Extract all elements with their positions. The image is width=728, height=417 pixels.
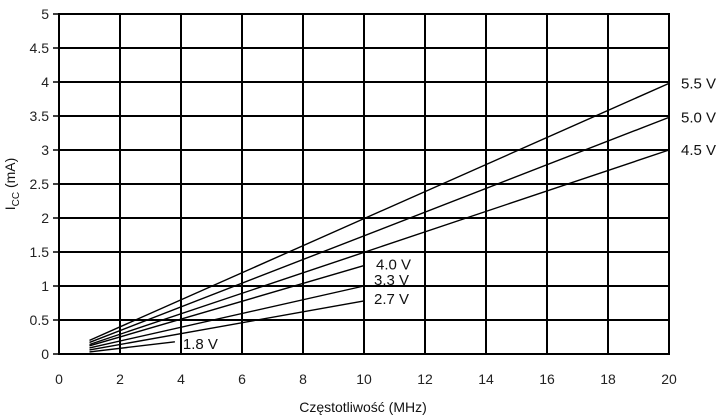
x-tick-label: 14 [478, 371, 494, 387]
y-axis-label-unit: (mA) [2, 158, 18, 192]
series-label: 1.8 V [183, 336, 218, 353]
x-axis-label: Częstotliwość (MHz) [299, 399, 427, 415]
y-tick-label: 0 [41, 346, 49, 362]
series-line [89, 116, 670, 344]
y-tick-label: 3 [41, 142, 49, 158]
series-labels: 5.5 V 5.0 V 4.5 V 4.0 V3.3 V 2.7 V 1.8 V [183, 75, 716, 352]
y-tick-label: 1 [41, 278, 49, 294]
y-tick-label: 0.5 [30, 312, 50, 328]
y-axis-label-sub: CC [11, 192, 22, 206]
series-line [89, 300, 365, 351]
series-line [89, 82, 670, 342]
series-line [89, 149, 670, 346]
y-tick-label: 4 [41, 74, 49, 90]
series-line [89, 285, 365, 349]
y-tick-label: 5 [41, 6, 49, 22]
series-label: 2.7 V [374, 291, 409, 308]
x-tick-label: 0 [55, 371, 63, 387]
series-line [89, 264, 365, 347]
series-line [89, 341, 175, 353]
y-tick-label: 1.5 [30, 244, 50, 260]
series-label: 3.3 V [374, 272, 409, 289]
y-tick-label: 3.5 [30, 108, 50, 124]
x-tick-label: 12 [417, 371, 433, 387]
x-tick-label: 20 [661, 371, 677, 387]
x-tick-label: 2 [116, 371, 124, 387]
y-axis-label-main: I [2, 206, 18, 210]
x-tick-label: 16 [539, 371, 555, 387]
x-tick-label: 8 [299, 371, 307, 387]
x-tick-label: 4 [177, 371, 185, 387]
x-tick-label: 6 [238, 371, 246, 387]
series-label: 5.5 V [681, 75, 716, 92]
series-label: 4.5 V [681, 142, 716, 159]
series-label: 4.0 V [376, 257, 411, 274]
plot-frame [58, 13, 670, 355]
y-tick-label: 4.5 [30, 40, 50, 56]
y-tick-label: 2 [41, 210, 49, 226]
grid [53, 13, 670, 355]
y-tick-label: 2.5 [30, 176, 50, 192]
series-lines [89, 82, 670, 353]
series-label: 5.0 V [681, 109, 716, 126]
tick-labels: 0 2 4 6 8 10 12 14 16 18 20 0 0.5 1 1.5 2 2.5 3 3.5 4 4.5 5 [30, 6, 677, 387]
x-tick-label: 18 [600, 371, 616, 387]
x-tick-label: 10 [356, 371, 372, 387]
y-axis-label: ICC (mA) [2, 158, 22, 211]
